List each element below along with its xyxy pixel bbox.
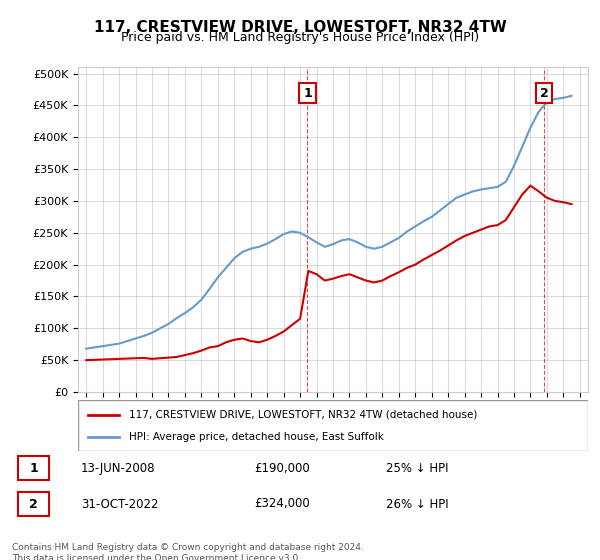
Text: £190,000: £190,000 bbox=[254, 462, 310, 475]
Text: £324,000: £324,000 bbox=[254, 497, 310, 511]
Text: 2: 2 bbox=[539, 87, 548, 100]
FancyBboxPatch shape bbox=[78, 400, 588, 451]
Text: Contains HM Land Registry data © Crown copyright and database right 2024.
This d: Contains HM Land Registry data © Crown c… bbox=[12, 543, 364, 560]
FancyBboxPatch shape bbox=[18, 456, 49, 480]
Text: 1: 1 bbox=[29, 462, 38, 475]
Text: Price paid vs. HM Land Registry's House Price Index (HPI): Price paid vs. HM Land Registry's House … bbox=[121, 31, 479, 44]
Text: 13-JUN-2008: 13-JUN-2008 bbox=[81, 462, 155, 475]
Text: HPI: Average price, detached house, East Suffolk: HPI: Average price, detached house, East… bbox=[129, 432, 384, 442]
Text: 25% ↓ HPI: 25% ↓ HPI bbox=[386, 462, 449, 475]
Text: 117, CRESTVIEW DRIVE, LOWESTOFT, NR32 4TW: 117, CRESTVIEW DRIVE, LOWESTOFT, NR32 4T… bbox=[94, 20, 506, 35]
Text: 117, CRESTVIEW DRIVE, LOWESTOFT, NR32 4TW (detached house): 117, CRESTVIEW DRIVE, LOWESTOFT, NR32 4T… bbox=[129, 409, 478, 419]
Text: 2: 2 bbox=[29, 497, 38, 511]
Text: 1: 1 bbox=[303, 87, 312, 100]
FancyBboxPatch shape bbox=[18, 492, 49, 516]
Text: 31-OCT-2022: 31-OCT-2022 bbox=[81, 497, 158, 511]
Text: 26% ↓ HPI: 26% ↓ HPI bbox=[386, 497, 449, 511]
